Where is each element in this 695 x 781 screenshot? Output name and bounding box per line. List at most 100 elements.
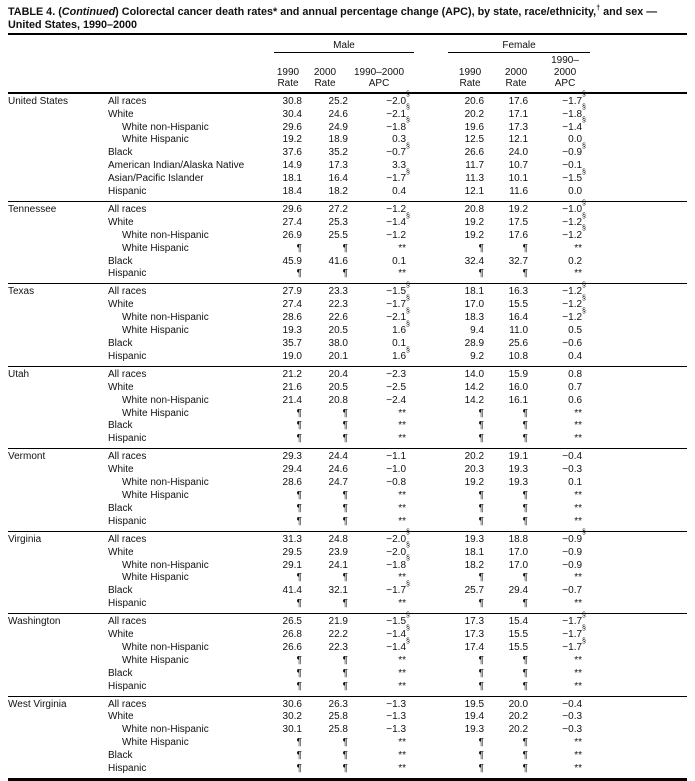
spacer: [414, 449, 422, 464]
apc-value-cell: −1.1: [386, 451, 407, 463]
rate-value-cell: 19.1: [508, 451, 529, 463]
apc-value-cell: −1.4§: [562, 117, 586, 133]
apc-value-cell: 0.1: [392, 338, 407, 349]
rate-value-cell: 25.8: [328, 711, 348, 723]
race-ethnicity-label: White: [108, 464, 134, 476]
apc-value-cell: **: [574, 268, 583, 280]
spacer: [414, 109, 422, 122]
rate-value-cell: 22.3: [328, 641, 348, 653]
spacer: [414, 256, 422, 269]
race-ethnicity-label: Black: [108, 502, 133, 514]
table-row: Texas All races 27.9 23.3 −1.5§ 18.1 16.3 −1.2§: [8, 282, 687, 299]
rate-value-cell: ¶: [478, 598, 485, 610]
rate-value-cell: ¶: [478, 680, 485, 692]
state-label: West Virginia: [8, 698, 67, 710]
spacer: [590, 547, 687, 560]
race-ethnicity-label: White Hispanic: [122, 737, 189, 749]
race-ethnicity-label: Black: [108, 750, 133, 762]
spacer: [414, 382, 422, 395]
rate-value-cell: ¶: [522, 420, 529, 432]
rate-value-cell: ¶: [342, 680, 348, 692]
col-header-female-apc: 1990–2000 APC: [528, 53, 591, 94]
spacer: [590, 711, 687, 724]
state-label: Washington: [8, 616, 61, 628]
state-label: [8, 572, 108, 585]
rate-value-cell: 25.7: [464, 585, 485, 597]
state-label: [8, 598, 108, 613]
rate-value-cell: 25.5: [328, 229, 348, 241]
table-row: White 26.8 22.2 −1.4§ 17.3 15.5 −1.7§: [8, 624, 687, 642]
apc-value-cell: 1.6§: [392, 320, 410, 337]
apc-value-cell: −1.2: [386, 203, 407, 215]
table-row: Black ¶ ¶ ** ¶ ¶ **: [8, 668, 687, 681]
apc-value-cell: −1.8§: [386, 117, 410, 133]
rate-value-cell: 22.6: [328, 312, 348, 324]
rate-value-cell: 20.2: [508, 711, 529, 723]
race-ethnicity-label: White non-Hispanic: [122, 559, 209, 571]
state-label: [8, 737, 108, 750]
rate-value-cell: 22.2: [328, 629, 348, 641]
rate-value-cell: ¶: [296, 667, 302, 679]
rate-value-cell: ¶: [478, 572, 485, 584]
state-label: [8, 338, 108, 351]
rate-value-cell: ¶: [522, 407, 529, 419]
rate-value-cell: 19.4: [464, 711, 485, 723]
apc-value-cell: −1.4§: [386, 212, 410, 228]
rate-value-cell: 30.1: [282, 724, 302, 736]
race-ethnicity-label: White non-Hispanic: [122, 229, 209, 241]
table-row: Black 41.4 32.1 −1.7§ 25.7 29.4 −0.7: [8, 581, 687, 598]
spacer: [590, 503, 687, 516]
spacer: [414, 366, 422, 381]
spacer: [590, 763, 687, 779]
spacer: [414, 668, 422, 681]
spacer: [414, 464, 422, 477]
rate-value-cell: 41.4: [282, 585, 302, 597]
apc-value-cell: −0.8: [386, 477, 407, 489]
spacer: [590, 93, 687, 109]
spacer: [590, 668, 687, 681]
apc-value-cell: 0.4: [392, 186, 407, 198]
race-ethnicity-label: All races: [108, 95, 147, 107]
rate-value-cell: 14.9: [282, 160, 302, 172]
rate-value-cell: ¶: [522, 268, 529, 280]
rate-value-cell: 20.4: [328, 368, 348, 380]
state-label: Texas: [8, 286, 35, 298]
rate-value-cell: 10.7: [508, 160, 529, 172]
rate-value-cell: 11.0: [509, 325, 529, 337]
state-label: [8, 433, 108, 448]
state-label: [8, 681, 108, 696]
apc-value-cell: −2.0§: [386, 91, 410, 107]
apc-value-cell: −1.7§: [562, 624, 586, 641]
rate-value-cell: 29.5: [282, 546, 302, 558]
apc-value-cell: 0.2: [568, 255, 583, 267]
table-title-line1: TABLE 4. (Continued) Colorectal cancer d…: [8, 5, 658, 18]
rate-value-cell: 18.4: [282, 186, 302, 198]
rate-value-cell: ¶: [522, 489, 529, 501]
race-ethnicity-label: Asian/Pacific Islander: [108, 173, 204, 185]
rate-value-cell: 15.5: [508, 299, 529, 311]
apc-value-cell: 3.3: [392, 160, 407, 172]
table-row: Asian/Pacific Islander 18.1 16.4 −1.7§ 11.3 1…: [8, 169, 687, 186]
rate-value-cell: 20.2: [508, 724, 529, 736]
state-label: [8, 642, 108, 655]
apc-value-cell: −1.2§: [562, 294, 586, 311]
table-row: White non-Hispanic 29.6 24.9 −1.8§ 19.6 17.3 −…: [8, 117, 687, 135]
rate-value-cell: ¶: [342, 420, 348, 432]
rate-value-cell: 29.6: [282, 203, 302, 215]
rate-value-cell: 30.8: [282, 95, 302, 107]
rate-value-cell: 28.6: [282, 477, 302, 489]
apc-value-cell: −1.4§: [386, 637, 410, 653]
apc-value-cell: 0.4: [568, 350, 583, 362]
state-label: [8, 490, 108, 503]
state-label: [8, 217, 108, 230]
race-ethnicity-label: All races: [108, 451, 147, 463]
apc-value-cell: −1.7§: [562, 637, 586, 653]
table-row: Hispanic ¶ ¶ ** ¶ ¶ **: [8, 763, 687, 779]
apc-value-cell: −0.9: [562, 559, 583, 571]
rate-value-cell: ¶: [342, 763, 348, 775]
rate-value-cell: 10.1: [508, 173, 529, 185]
rate-value-cell: 19.3: [464, 724, 485, 736]
rate-value-cell: 12.1: [508, 134, 529, 146]
state-section: Vermont All races 29.3 24.4 −1.1 20.2 19.1 −0.4…: [8, 448, 688, 531]
state-label: [8, 408, 108, 421]
